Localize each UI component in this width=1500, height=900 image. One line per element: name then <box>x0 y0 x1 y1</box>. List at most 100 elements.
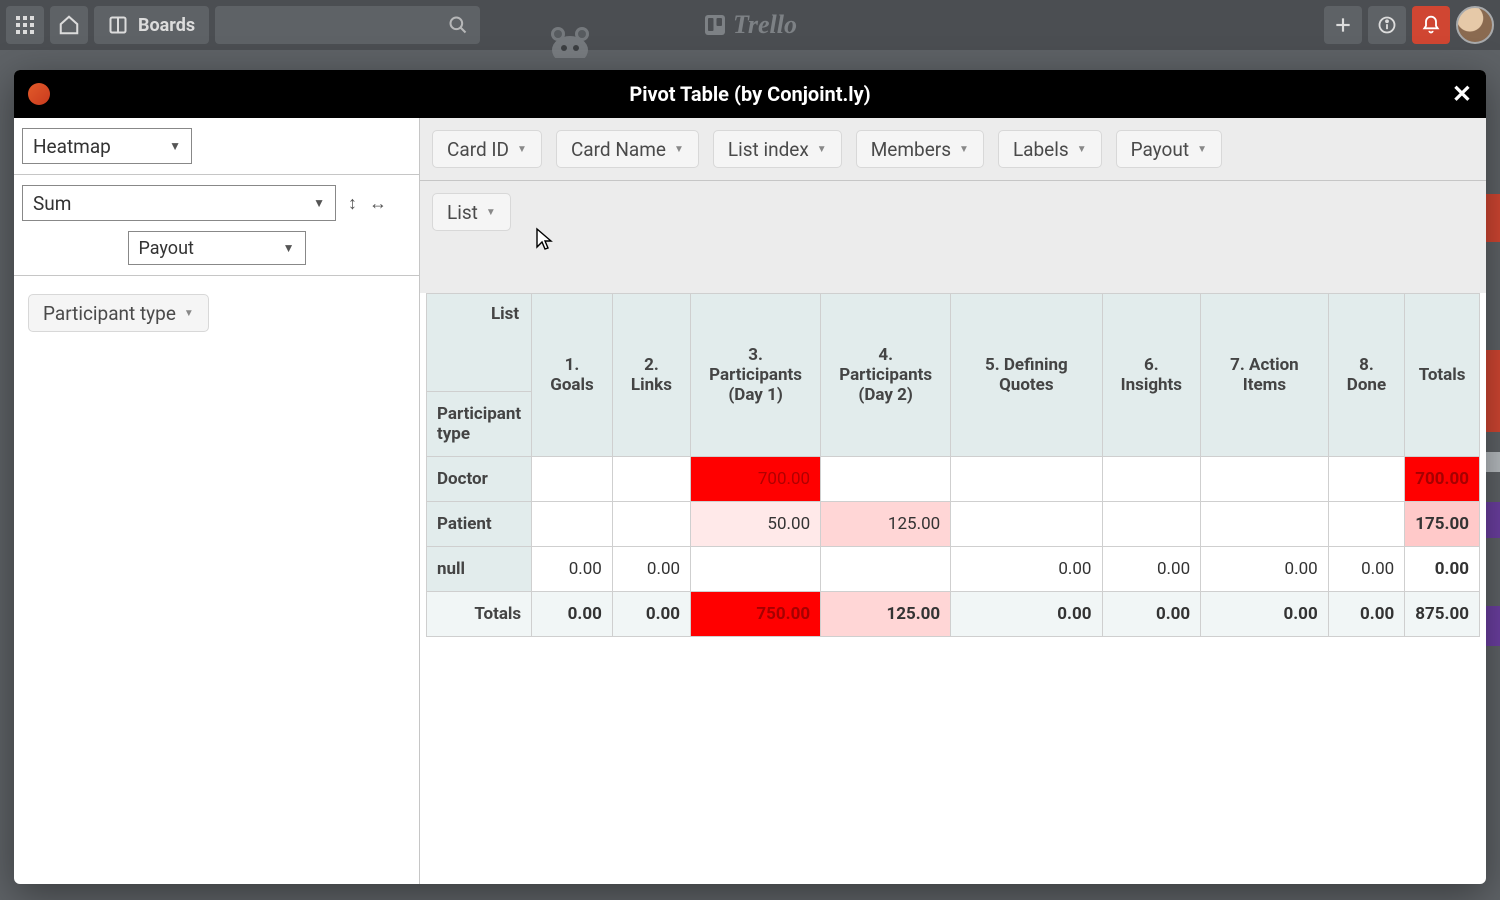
cell: 0.00 <box>1328 547 1405 592</box>
cell <box>951 457 1102 502</box>
attr-pill[interactable]: Members▼ <box>856 130 984 168</box>
info-button[interactable] <box>1368 6 1406 44</box>
col-total: 750.00 <box>691 592 821 637</box>
table-row: Doctor 700.00 700.00 <box>427 457 1480 502</box>
renderer-select[interactable]: Heatmap ▼ <box>22 128 192 164</box>
col-header: 6. Insights <box>1102 294 1201 457</box>
add-button[interactable] <box>1324 6 1362 44</box>
cell: 0.00 <box>951 547 1102 592</box>
attr-pill[interactable]: Card Name▼ <box>556 130 699 168</box>
apps-button[interactable] <box>6 6 44 44</box>
home-button[interactable] <box>50 6 88 44</box>
row-header: null <box>427 547 532 592</box>
row-total: 175.00 <box>1405 502 1480 547</box>
pivot-right-panel: Card ID▼ Card Name▼ List index▼ Members▼ Lab… <box>420 118 1486 884</box>
pivot-left-panel: Heatmap ▼ Sum ▼ ↕ ↔ Payout ▼ <box>14 118 420 884</box>
board-card-edge <box>1486 606 1500 646</box>
avatar[interactable] <box>1456 6 1494 44</box>
row-attr-pill[interactable]: Participant type ▼ <box>28 294 209 332</box>
board-card-edge <box>1486 350 1500 432</box>
board-card-edge <box>1486 452 1500 472</box>
col-header: 8. Done <box>1328 294 1405 457</box>
col-total: 125.00 <box>821 592 951 637</box>
totals-header: Totals <box>1405 294 1480 457</box>
sort-rows-button[interactable]: ↕ <box>348 193 357 214</box>
dropdown-icon: ▼ <box>184 308 194 319</box>
dropdown-icon: ▼ <box>1077 144 1087 155</box>
boards-button[interactable]: Boards <box>94 6 209 44</box>
close-button[interactable]: ✕ <box>1452 80 1472 108</box>
dropdown-icon: ▼ <box>517 144 527 155</box>
cell <box>821 457 951 502</box>
row-header-label: Participanttype <box>427 392 532 457</box>
sort-cols-button[interactable]: ↔ <box>369 193 387 214</box>
dropdown-icon: ▼ <box>486 207 496 218</box>
cell <box>612 502 690 547</box>
search-input[interactable] <box>215 6 480 44</box>
conjointly-logo-icon <box>28 83 50 105</box>
attr-pill[interactable]: List index▼ <box>713 130 842 168</box>
totals-row-header: Totals <box>427 592 532 637</box>
grand-total: 875.00 <box>1405 592 1480 637</box>
cell <box>1102 502 1201 547</box>
row-total: 700.00 <box>1405 457 1480 502</box>
col-header-label: List <box>427 294 532 392</box>
col-total: 0.00 <box>532 592 613 637</box>
row-header: Patient <box>427 502 532 547</box>
col-total: 0.00 <box>1102 592 1201 637</box>
cell <box>1201 502 1329 547</box>
cursor-icon <box>535 227 553 251</box>
cell: 0.00 <box>612 547 690 592</box>
dropdown-icon: ▼ <box>674 144 684 155</box>
col-header: 3. Participants(Day 1) <box>691 294 821 457</box>
cell <box>612 457 690 502</box>
cell <box>532 457 613 502</box>
value-select[interactable]: Payout ▼ <box>128 231 306 265</box>
col-header: 5. Defining Quotes <box>951 294 1102 457</box>
trello-logo: Trello <box>703 10 797 40</box>
chevron-down-icon: ▼ <box>169 139 181 153</box>
col-total: 0.00 <box>1328 592 1405 637</box>
col-total: 0.00 <box>612 592 690 637</box>
cell: 50.00 <box>691 502 821 547</box>
cell <box>532 502 613 547</box>
row-header: Doctor <box>427 457 532 502</box>
pivot-table: List1. Goals2. Links3. Participants(Day … <box>426 293 1480 637</box>
table-row: Patient 50.00125.00 175.00 <box>427 502 1480 547</box>
modal-header: Pivot Table (by Conjoint.ly) ✕ <box>14 70 1486 118</box>
dropdown-icon: ▼ <box>959 144 969 155</box>
dropdown-icon: ▼ <box>1197 144 1207 155</box>
board-card-edge <box>1486 194 1500 242</box>
pivot-modal: Pivot Table (by Conjoint.ly) ✕ Heatmap ▼… <box>14 70 1486 884</box>
cell <box>1328 457 1405 502</box>
row-total: 0.00 <box>1405 547 1480 592</box>
col-attrs-row: List▼ <box>420 181 1486 293</box>
search-icon <box>448 15 468 35</box>
notifications-button[interactable] <box>1412 6 1450 44</box>
unused-attrs-row: Card ID▼ Card Name▼ List index▼ Members▼ Lab… <box>420 118 1486 181</box>
col-attr-pill[interactable]: List▼ <box>432 193 511 231</box>
cell <box>821 547 951 592</box>
col-total: 0.00 <box>1201 592 1329 637</box>
cell: 700.00 <box>691 457 821 502</box>
cell: 0.00 <box>1201 547 1329 592</box>
boards-label: Boards <box>138 15 195 36</box>
chevron-down-icon: ▼ <box>313 196 325 210</box>
col-header: 4. Participants(Day 2) <box>821 294 951 457</box>
mascot-icon <box>548 20 592 58</box>
col-header: 2. Links <box>612 294 690 457</box>
attr-pill[interactable]: Card ID▼ <box>432 130 542 168</box>
table-row: null0.000.000.000.000.000.000.00 <box>427 547 1480 592</box>
cell: 125.00 <box>821 502 951 547</box>
col-header: 7. Action Items <box>1201 294 1329 457</box>
cell <box>1328 502 1405 547</box>
aggregator-select[interactable]: Sum ▼ <box>22 185 336 221</box>
dropdown-icon: ▼ <box>817 144 827 155</box>
col-total: 0.00 <box>951 592 1102 637</box>
totals-row: Totals0.000.00750.00125.000.000.000.000.… <box>427 592 1480 637</box>
cell: 0.00 <box>532 547 613 592</box>
cell: 0.00 <box>1102 547 1201 592</box>
attr-pill[interactable]: Payout▼ <box>1116 130 1222 168</box>
cell <box>1201 457 1329 502</box>
attr-pill[interactable]: Labels▼ <box>998 130 1102 168</box>
